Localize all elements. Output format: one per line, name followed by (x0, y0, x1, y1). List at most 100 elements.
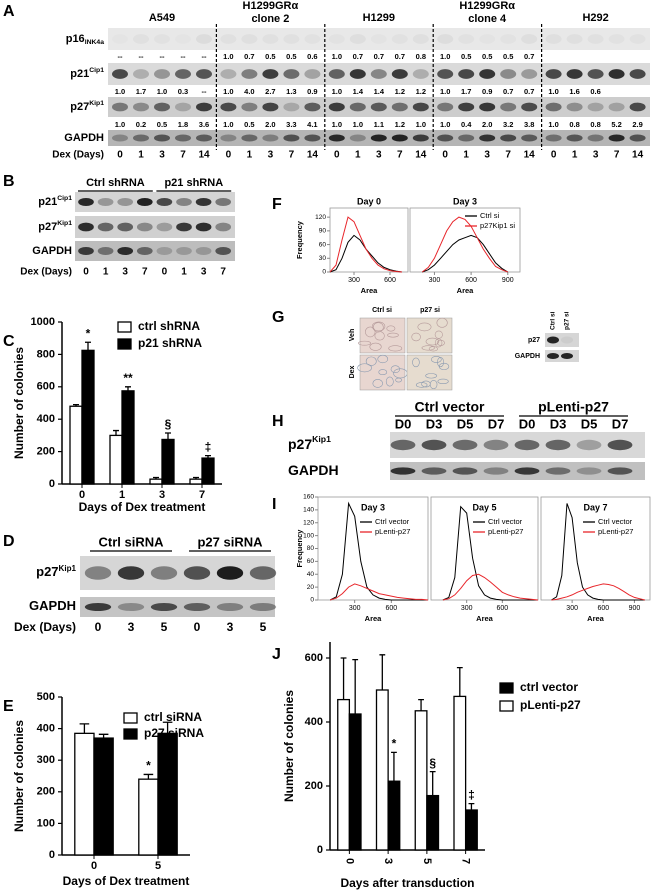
x-axis-title: Area (587, 614, 605, 623)
significance-mark: § (429, 756, 436, 770)
ratio: -- (118, 52, 123, 61)
x-tick-label: 300 (461, 605, 473, 612)
blot-band (97, 198, 114, 206)
bar (464, 809, 478, 851)
lane-label: 5 (260, 620, 267, 634)
lane-label: 7 (180, 150, 186, 161)
bar (337, 698, 351, 851)
y-tick-label: 500 (37, 691, 55, 703)
bar (189, 478, 203, 485)
y-tick-label: 140 (303, 507, 314, 514)
row-label: GAPDH (32, 245, 72, 257)
ratio: 1.0 (548, 87, 558, 96)
error-bar (205, 455, 211, 459)
ratio: 2.0 (265, 120, 275, 129)
histogram-line (421, 216, 508, 273)
ratio: 1.2 (395, 120, 405, 129)
micrograph (359, 317, 406, 354)
x-axis-title: Days after transduction (340, 876, 474, 890)
lane-label: 14 (524, 150, 536, 161)
y-tick-label: 0 (310, 597, 314, 604)
blot-band (150, 603, 178, 611)
x-tick-label: 300 (566, 605, 578, 612)
blot-band (156, 198, 173, 206)
y-tick-label: 1000 (31, 316, 55, 328)
blot-band (561, 336, 573, 344)
row-label-sup: Kip1 (59, 564, 77, 573)
ratio: 1.6 (569, 87, 579, 96)
y-axis-title: Frequency (295, 529, 304, 568)
blot-band (545, 134, 562, 142)
blot-band (609, 34, 625, 44)
blot-band (370, 102, 387, 112)
lane-label: Ctrl si (550, 311, 557, 330)
ratio: 0.7 (374, 52, 384, 61)
row-label: p27Kip1 (70, 100, 104, 113)
y-axis-title: Number of colonies (12, 720, 26, 832)
blot-band (390, 467, 416, 475)
lane-label: 14 (415, 150, 427, 161)
ratio: 0.6 (590, 87, 600, 96)
ratio: 1.0 (416, 120, 426, 129)
blot-band (220, 34, 236, 44)
cell (365, 356, 377, 366)
x-tick-label: 300 (349, 605, 361, 612)
blot-band (136, 198, 153, 206)
blot-band (112, 34, 128, 44)
x-tick-label: 0 (91, 860, 97, 872)
legend-swatch (123, 728, 138, 740)
legend-label: pLenti-p27 (488, 527, 523, 536)
lane-label: 1 (138, 150, 144, 161)
lane-label: 0 (551, 150, 557, 161)
x-tick-label: 0 (343, 858, 355, 864)
blot-band (437, 34, 454, 44)
cell-line: H1299GRα (459, 0, 515, 12)
row-label: GAPDH (64, 132, 104, 144)
panel-letter: J (272, 646, 281, 663)
blot-band (262, 134, 279, 142)
cell (411, 332, 421, 342)
lane-label: D3 (550, 416, 567, 431)
error-bar (379, 654, 386, 690)
axis-label: Dex (Days) (52, 150, 104, 161)
cell (385, 376, 394, 387)
y-tick-label: 60 (307, 558, 315, 565)
y-tick-label: 200 (37, 446, 55, 458)
blot-band (630, 34, 646, 44)
blot-band (195, 222, 212, 232)
blot-band (608, 69, 625, 79)
cell (421, 345, 435, 351)
blot-band (370, 69, 387, 79)
bar (387, 780, 401, 851)
y-tick-label: 600 (37, 381, 55, 393)
ratio: 0.9 (307, 87, 317, 96)
lane-label: 14 (307, 150, 319, 161)
blot-band (329, 34, 345, 44)
blot-band (283, 134, 300, 142)
blot-band (629, 134, 646, 142)
blot-band (391, 69, 408, 79)
cell-line: H292 (582, 12, 608, 24)
ratio: -- (139, 52, 144, 61)
blot-band (437, 69, 454, 79)
blot-band (241, 134, 258, 142)
ratio: 1.0 (353, 120, 363, 129)
lane-label: 3 (593, 150, 599, 161)
blot-band (521, 69, 538, 79)
blot-band (349, 134, 366, 142)
lane-label: 1 (463, 150, 469, 161)
error-bar (153, 476, 159, 480)
blot-band (437, 134, 454, 142)
ratio: 0.5 (244, 120, 254, 129)
x-tick-label: 600 (597, 605, 609, 612)
ratio: 1.0 (115, 87, 125, 96)
cell (365, 326, 376, 338)
ratio: 1.7 (461, 87, 471, 96)
ratio: 0.7 (395, 52, 405, 61)
blot-band (196, 69, 212, 79)
cell (387, 332, 399, 338)
blot-band (175, 134, 191, 142)
ratio: 5.2 (611, 120, 621, 129)
ratio: -- (160, 52, 165, 61)
lane-label: 3 (122, 267, 128, 278)
